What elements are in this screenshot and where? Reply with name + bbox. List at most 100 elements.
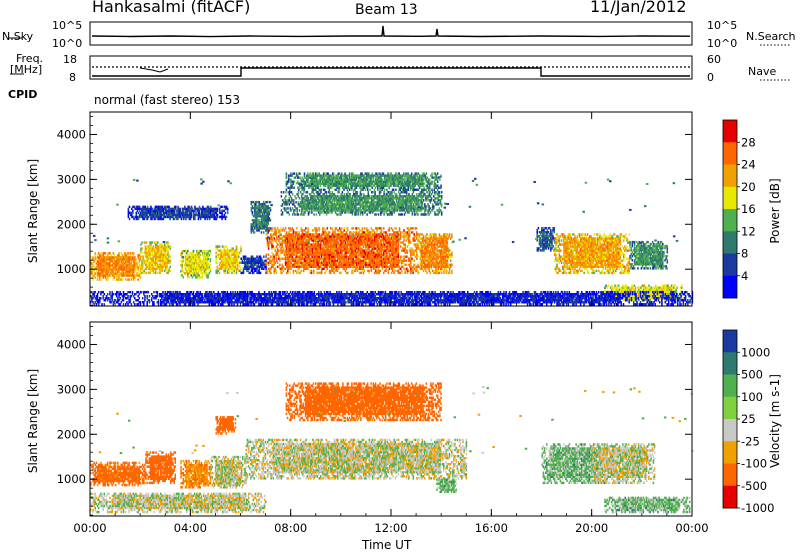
heatmap-cell bbox=[376, 237, 378, 240]
heatmap-cell bbox=[113, 254, 116, 257]
heatmap-cell bbox=[271, 265, 273, 268]
heatmap-cell bbox=[433, 249, 435, 252]
heatmap-cell bbox=[312, 245, 315, 248]
heatmap-cell bbox=[260, 231, 263, 234]
heatmap-cell bbox=[358, 241, 360, 244]
heatmap-cell bbox=[205, 272, 207, 275]
heatmap-cell bbox=[319, 257, 322, 260]
heatmap-cell bbox=[318, 253, 321, 256]
heatmap-cell bbox=[357, 255, 359, 258]
heatmap-cell bbox=[271, 243, 273, 246]
heatmap-cell bbox=[109, 266, 111, 269]
heatmap-cell bbox=[336, 241, 339, 244]
heatmap-cell bbox=[343, 263, 345, 266]
heatmap-cell bbox=[299, 249, 301, 252]
heatmap-cell bbox=[324, 261, 326, 264]
heatmap-cell bbox=[352, 227, 355, 230]
nsky-label: N.Sky bbox=[2, 30, 33, 43]
heatmap-cell bbox=[267, 243, 270, 246]
heatmap-cell bbox=[251, 255, 254, 258]
heatmap-cell bbox=[150, 257, 152, 260]
heatmap-cell bbox=[224, 269, 226, 273]
heatmap-cell bbox=[181, 274, 183, 277]
heatmap-cell bbox=[306, 191, 309, 194]
heatmap-cell bbox=[129, 266, 132, 269]
heatmap-cell bbox=[167, 245, 169, 248]
heatmap-cell bbox=[259, 255, 262, 258]
heatmap-cell bbox=[157, 263, 159, 266]
heatmap-cell bbox=[328, 249, 331, 252]
heatmap-cell bbox=[206, 276, 208, 279]
heatmap-cell bbox=[431, 251, 434, 254]
heatmap-cell bbox=[117, 268, 119, 271]
heatmap-cell bbox=[372, 255, 375, 258]
heatmap-cell bbox=[288, 249, 290, 252]
heatmap-cell bbox=[386, 241, 388, 244]
heatmap-cell bbox=[381, 249, 384, 252]
heatmap-cell bbox=[325, 253, 327, 256]
heatmap-cell bbox=[345, 247, 348, 250]
heatmap-cell bbox=[417, 243, 419, 246]
heatmap-cell bbox=[287, 233, 289, 236]
heatmap-cell bbox=[200, 272, 203, 275]
heatmap-cell bbox=[234, 263, 237, 266]
heatmap-cell bbox=[112, 270, 115, 273]
heatmap-cell bbox=[267, 231, 269, 234]
heatmap-cell bbox=[334, 263, 336, 266]
heatmap-cell bbox=[412, 249, 414, 252]
heatmap-cell bbox=[97, 262, 100, 265]
heatmap-cell bbox=[340, 229, 342, 232]
heatmap-cell bbox=[106, 270, 109, 273]
heatmap-cell bbox=[431, 263, 434, 266]
heatmap-cell bbox=[427, 245, 429, 248]
heatmap-cell bbox=[451, 263, 453, 266]
heatmap-cell bbox=[312, 259, 315, 262]
heatmap-cell bbox=[342, 259, 344, 262]
heatmap-cell bbox=[327, 247, 330, 250]
heatmap-cell bbox=[109, 258, 111, 261]
heatmap-cell bbox=[185, 259, 188, 263]
heatmap-cell bbox=[384, 239, 386, 242]
heatmap-cell bbox=[102, 270, 104, 273]
heatmap-cell bbox=[197, 268, 199, 271]
heatmap-cell bbox=[412, 227, 414, 230]
heatmap-cell bbox=[215, 271, 217, 275]
heatmap-cell bbox=[230, 261, 232, 264]
heatmap-cell bbox=[92, 274, 94, 277]
heatmap-cell bbox=[146, 253, 149, 256]
heatmap-cell bbox=[142, 259, 144, 262]
heatmap-cell bbox=[257, 259, 259, 262]
heatmap-cell bbox=[420, 263, 423, 266]
heatmap-cell bbox=[282, 249, 285, 252]
heatmap-cell bbox=[310, 257, 313, 260]
heatmap-cell bbox=[326, 243, 329, 246]
heatmap-cell bbox=[411, 251, 413, 254]
heatmap-cell bbox=[132, 268, 135, 271]
heatmap-cell bbox=[328, 245, 331, 248]
heatmap-cell bbox=[270, 233, 272, 236]
heatmap-cell bbox=[129, 272, 132, 275]
heatmap-cell bbox=[437, 265, 440, 268]
heatmap-cell bbox=[166, 257, 168, 260]
heatmap-cell bbox=[369, 245, 371, 248]
heatmap-cell bbox=[117, 272, 119, 275]
heatmap-cell bbox=[322, 229, 324, 232]
heatmap-cell bbox=[392, 237, 394, 240]
heatmap-cell bbox=[377, 241, 379, 244]
heatmap-cell bbox=[194, 261, 197, 265]
heatmap-cell bbox=[291, 237, 294, 240]
heatmap-cell bbox=[263, 267, 265, 271]
heatmap-cell bbox=[104, 256, 107, 259]
heatmap-cell bbox=[428, 257, 431, 260]
heatmap-cell bbox=[361, 259, 364, 262]
heatmap-cell bbox=[386, 253, 388, 256]
heatmap-cell bbox=[418, 233, 420, 236]
nsky-tick-top: 10^5 bbox=[52, 19, 82, 32]
heatmap-cell bbox=[298, 209, 301, 212]
heatmap-cell bbox=[293, 259, 296, 262]
heatmap-cell bbox=[320, 253, 323, 256]
heatmap-cell bbox=[123, 258, 126, 261]
heatmap-cell bbox=[451, 251, 453, 254]
heatmap-cell bbox=[201, 264, 204, 267]
heatmap-cell bbox=[379, 259, 382, 262]
